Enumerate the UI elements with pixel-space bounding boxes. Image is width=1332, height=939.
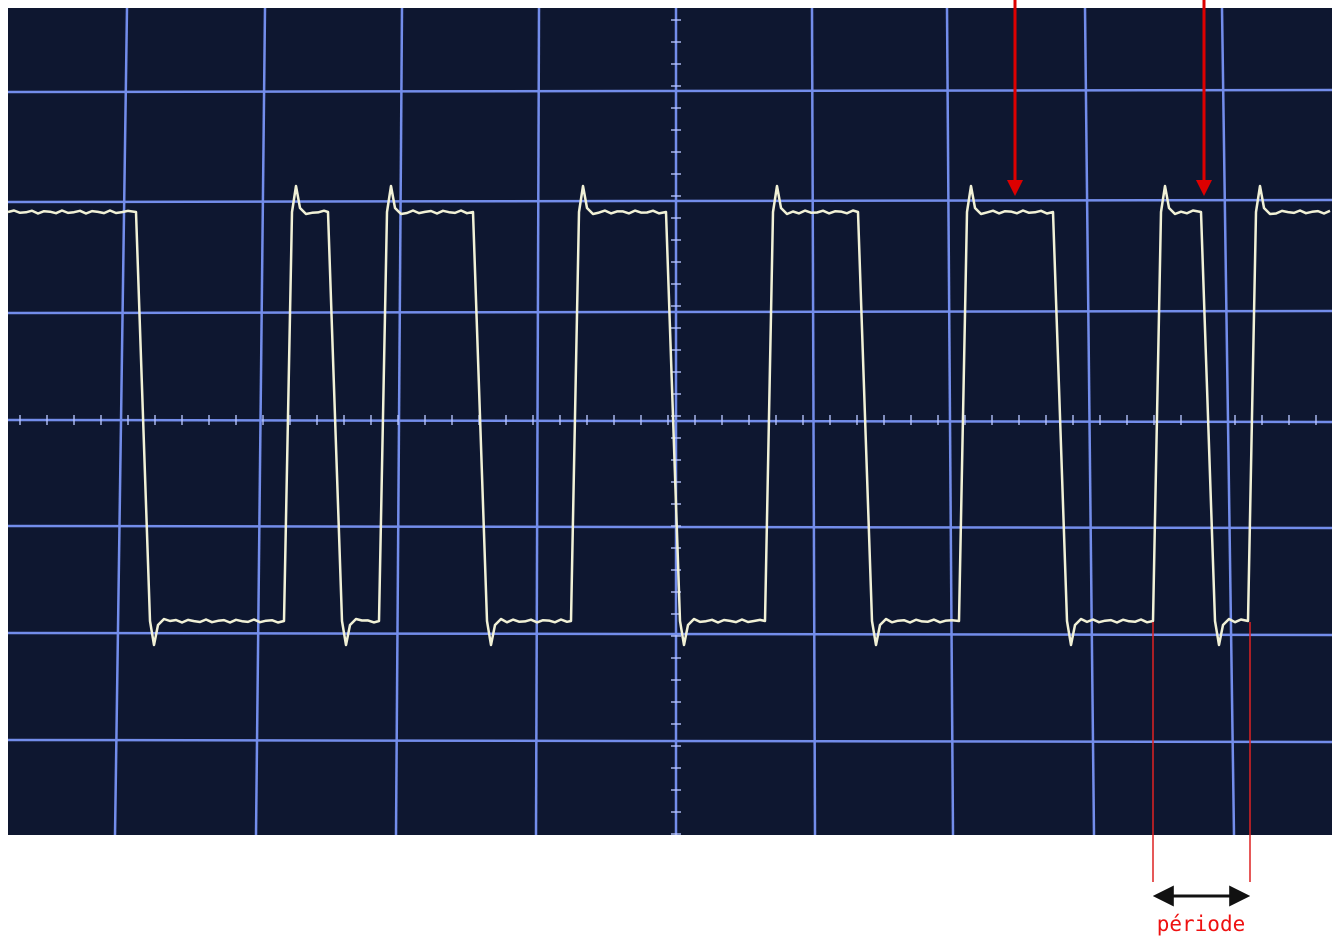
grid-line-horizontal: [7, 198, 1332, 204]
grid-line-horizontal: [7, 418, 1332, 424]
grid-line-horizontal: [7, 631, 1332, 637]
grid-line-horizontal: [7, 738, 1332, 744]
red-arrow-left: [1007, 0, 1023, 196]
down-arrow-icon: [1196, 180, 1212, 196]
grid-line-horizontal: [7, 88, 1332, 94]
down-arrow-icon: [1007, 180, 1023, 196]
grid-line-vertical: [113, 7, 129, 836]
red-arrow-right: [1196, 0, 1212, 196]
graticule: [7, 7, 1332, 836]
grid-line-horizontal: [7, 524, 1332, 530]
signal-trace: [7, 184, 1331, 647]
period-label: période: [1156, 912, 1246, 936]
